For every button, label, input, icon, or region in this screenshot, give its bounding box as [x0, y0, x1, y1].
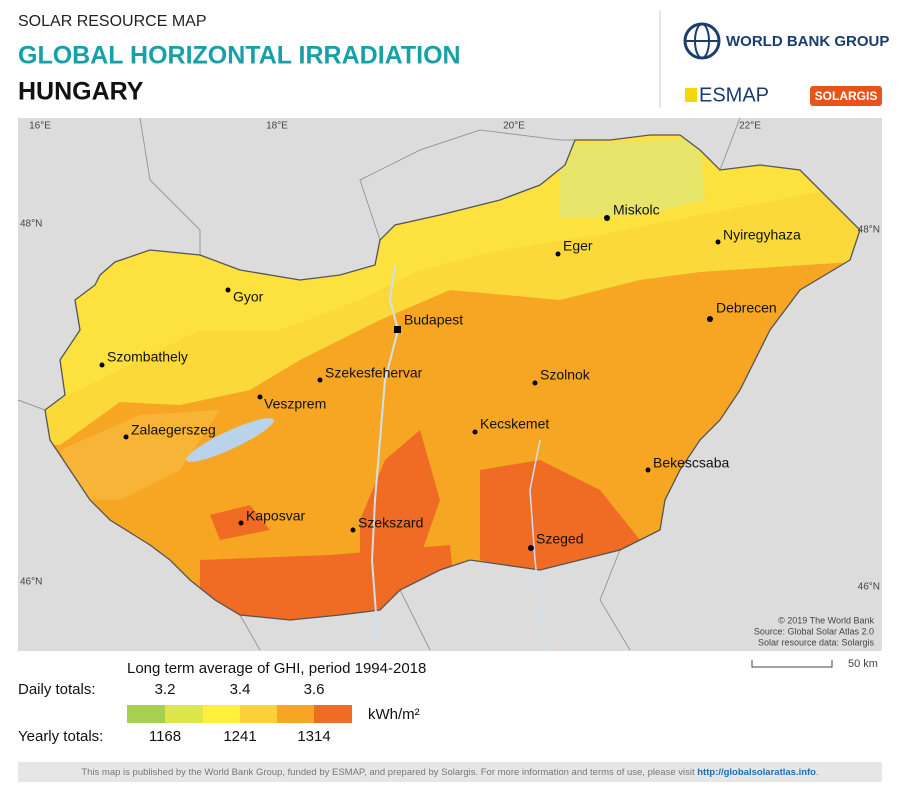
credit: Solar resource data: Solargis: [758, 637, 875, 647]
world-bank-text: WORLD BANK GROUP: [726, 33, 889, 50]
daily-value: 3.6: [304, 681, 325, 698]
city-label: Szolnok: [540, 367, 591, 383]
supertitle: SOLAR RESOURCE MAP: [18, 13, 206, 30]
yearly-value: 1241: [223, 728, 256, 745]
city-label: Debrecen: [716, 300, 777, 316]
city-label: Veszprem: [264, 396, 326, 412]
footer-link[interactable]: http://globalsolaratlas.info: [697, 767, 816, 778]
city-label: Kecskemet: [480, 416, 549, 432]
legend-title: Long term average of GHI, period 1994-20…: [127, 660, 426, 677]
country: HUNGARY: [18, 78, 144, 106]
daily-value: 3.2: [155, 681, 176, 698]
lake-balaton: [186, 418, 274, 462]
city-label: Szeged: [536, 531, 583, 547]
city-label: Zalaegerszeg: [131, 422, 216, 438]
city-label: Szombathely: [107, 349, 188, 365]
lat-label: 46°N: [858, 582, 880, 593]
esmap-text: ESMAP: [699, 84, 769, 106]
world-bank-logo: WORLD BANK GROUP: [683, 22, 889, 60]
city-label: Kaposvar: [246, 508, 305, 524]
danube: [370, 264, 400, 641]
lon-label: 20°E: [503, 121, 525, 132]
city-label: Nyiregyhaza: [723, 227, 801, 243]
footer-text: This map is published by the World Bank …: [81, 767, 695, 778]
city-label: Bekescsaba: [653, 455, 729, 471]
unit: kWh/m²: [368, 706, 420, 723]
yearly-value: 1168: [149, 728, 181, 745]
solargis-logo: SOLARGIS: [810, 86, 882, 106]
neighbor-borders: [17, 117, 741, 651]
hungary-border: [44, 134, 861, 621]
city-label: Szekesfehervar: [325, 365, 423, 381]
scale-bar: [751, 660, 833, 668]
daily-value: 3.4: [230, 681, 251, 698]
footer: This map is published by the World Bank …: [81, 767, 818, 778]
city-label: Miskolc: [613, 202, 660, 218]
lat-label: 48°N: [20, 219, 42, 230]
legend-swatches: [127, 705, 352, 723]
solargis-text: SOLARGIS: [815, 89, 878, 103]
esmap-logo: ESMAP: [685, 84, 769, 106]
yearly-label: Yearly totals:: [18, 728, 103, 745]
city-label: Szekszard: [358, 515, 423, 531]
city-label: Budapest: [404, 312, 463, 328]
tisza: [529, 439, 546, 651]
lat-label: 46°N: [20, 577, 42, 588]
lon-label: 22°E: [739, 121, 761, 132]
scale-label: 50 km: [848, 658, 878, 670]
lat-label: 48°N: [858, 225, 880, 236]
yearly-value: 1314: [297, 728, 330, 745]
city-label: Eger: [563, 238, 593, 254]
lon-label: 16°E: [29, 121, 51, 132]
daily-label: Daily totals:: [18, 681, 96, 698]
cities: Miskolc Eger Nyiregyhaza Gyor Budapest D…: [99, 202, 801, 551]
footer-end: .: [816, 767, 819, 778]
footer-bar: [18, 762, 882, 782]
city-label: Gyor: [233, 289, 264, 305]
lon-label: 18°E: [266, 121, 288, 132]
title: GLOBAL HORIZONTAL IRRADIATION: [18, 42, 461, 70]
credit: Source: Global Solar Atlas 2.0: [754, 626, 874, 636]
credit: © 2019 The World Bank: [778, 615, 874, 625]
